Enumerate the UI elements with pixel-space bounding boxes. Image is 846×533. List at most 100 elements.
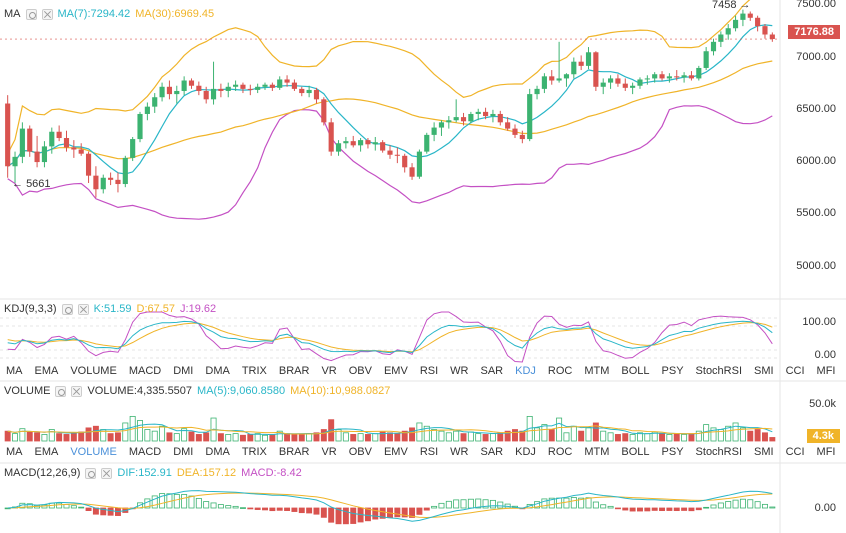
tab-ma[interactable]: MA — [6, 365, 23, 377]
tab-rsi[interactable]: RSI — [419, 365, 439, 377]
volume-bar — [357, 433, 364, 442]
candle — [607, 78, 614, 83]
volume-bar — [592, 422, 599, 442]
tab-wr[interactable]: WR — [450, 365, 469, 377]
tab-dmi[interactable]: DMI — [173, 446, 194, 458]
candle — [475, 111, 481, 114]
tab-stochrsi[interactable]: StochRSI — [695, 365, 743, 377]
candle — [424, 134, 430, 152]
tab-psy[interactable]: PSY — [661, 365, 684, 377]
volume-bar — [284, 433, 291, 442]
macd-histogram-bar — [570, 497, 577, 509]
tab-emv[interactable]: EMV — [383, 365, 408, 377]
candle — [63, 138, 70, 148]
close-icon[interactable] — [71, 385, 83, 397]
tab-obv[interactable]: OBV — [348, 365, 372, 377]
tab-dmi[interactable]: DMI — [173, 365, 194, 377]
close-icon[interactable] — [41, 8, 53, 20]
candle — [233, 84, 239, 87]
tab-smi[interactable]: SMI — [754, 446, 774, 458]
tab-psy[interactable]: PSY — [661, 446, 684, 458]
settings-icon[interactable] — [55, 385, 67, 397]
tab-dma[interactable]: DMA — [205, 446, 230, 458]
price-ytick: 5000.00 — [796, 259, 836, 272]
tab-macd[interactable]: MACD — [128, 365, 162, 377]
settings-icon[interactable] — [61, 303, 73, 315]
tab-cci[interactable]: CCI — [785, 446, 805, 458]
macd-histogram-bar — [276, 507, 283, 511]
price-ytick: 5500.00 — [796, 207, 836, 220]
tab-trix[interactable]: TRIX — [241, 365, 267, 377]
tab-ma[interactable]: MA — [6, 446, 23, 458]
tab-sar[interactable]: SAR — [480, 446, 504, 458]
tab-boll[interactable]: BOLL — [621, 365, 650, 377]
candle — [27, 128, 33, 152]
macd-histogram-bar — [761, 503, 768, 509]
tab-brar[interactable]: BRAR — [278, 365, 310, 377]
candle — [262, 84, 268, 87]
macd-histogram-bar — [56, 502, 63, 509]
tab-smi[interactable]: SMI — [754, 365, 774, 377]
volume-bar — [262, 434, 268, 442]
candle — [372, 142, 378, 145]
volume-bar — [409, 427, 416, 442]
tab-macd[interactable]: MACD — [128, 446, 162, 458]
candle — [593, 52, 599, 87]
tab-rsi[interactable]: RSI — [419, 446, 439, 458]
macd-histogram-bar — [416, 507, 423, 515]
boll-lower-line — [7, 105, 773, 220]
tab-mtm[interactable]: MTM — [584, 446, 610, 458]
close-icon[interactable] — [101, 467, 113, 479]
tab-kdj[interactable]: KDJ — [515, 446, 536, 458]
candle — [402, 155, 408, 168]
close-icon[interactable] — [77, 303, 89, 315]
tab-roc[interactable]: ROC — [547, 446, 573, 458]
candle — [152, 97, 158, 107]
volume-bar — [585, 427, 592, 442]
tab-vr[interactable]: VR — [321, 446, 337, 458]
ma30-label: MA(30):6969.45 — [135, 8, 215, 20]
tab-kdj[interactable]: KDJ — [515, 365, 536, 377]
volume-bar — [637, 432, 643, 442]
macd-histogram-bar — [497, 501, 504, 509]
tab-ema[interactable]: EMA — [34, 446, 59, 458]
tab-volume[interactable]: VOLUME — [70, 446, 117, 458]
tab-wr[interactable]: WR — [450, 446, 469, 458]
tab-stochrsi[interactable]: StochRSI — [695, 446, 743, 458]
candle — [93, 175, 99, 190]
tab-boll[interactable]: BOLL — [621, 446, 650, 458]
candle — [350, 141, 356, 146]
volume-bar — [269, 434, 276, 442]
volume-bar — [512, 429, 518, 442]
tab-sar[interactable]: SAR — [480, 365, 504, 377]
tab-trix[interactable]: TRIX — [241, 446, 267, 458]
volume-bar — [195, 434, 202, 442]
tab-volume[interactable]: VOLUME — [70, 365, 117, 377]
tab-ema[interactable]: EMA — [34, 365, 59, 377]
tab-roc[interactable]: ROC — [547, 365, 573, 377]
indicator-tabs-row-1: MA EMA VOLUME MACD DMI DMA TRIX BRAR VR OBV EMV RSI… — [0, 363, 835, 379]
tab-mfi[interactable]: MFI — [816, 446, 836, 458]
tab-brar[interactable]: BRAR — [278, 446, 310, 458]
tab-obv[interactable]: OBV — [348, 446, 372, 458]
price-ytick: 7500.00 — [796, 0, 836, 11]
macd-histogram-bar — [291, 507, 298, 512]
macd-histogram-bar — [306, 507, 313, 514]
settings-icon[interactable] — [85, 467, 97, 479]
price-ytick: 6500.00 — [796, 102, 836, 115]
tab-vr[interactable]: VR — [321, 365, 337, 377]
settings-icon[interactable] — [25, 8, 37, 20]
candle — [519, 134, 525, 140]
tab-mtm[interactable]: MTM — [584, 365, 610, 377]
candle — [453, 117, 459, 121]
tab-emv[interactable]: EMV — [383, 446, 408, 458]
macd-dif-label: DIF:152.91 — [117, 467, 172, 479]
kdj-j-line — [7, 311, 773, 363]
tab-dma[interactable]: DMA — [205, 365, 230, 377]
candle — [659, 74, 665, 79]
volume-bar — [203, 432, 210, 442]
candle — [34, 151, 40, 163]
volume-bar — [63, 434, 70, 442]
tab-cci[interactable]: CCI — [785, 365, 805, 377]
tab-mfi[interactable]: MFI — [816, 365, 836, 377]
